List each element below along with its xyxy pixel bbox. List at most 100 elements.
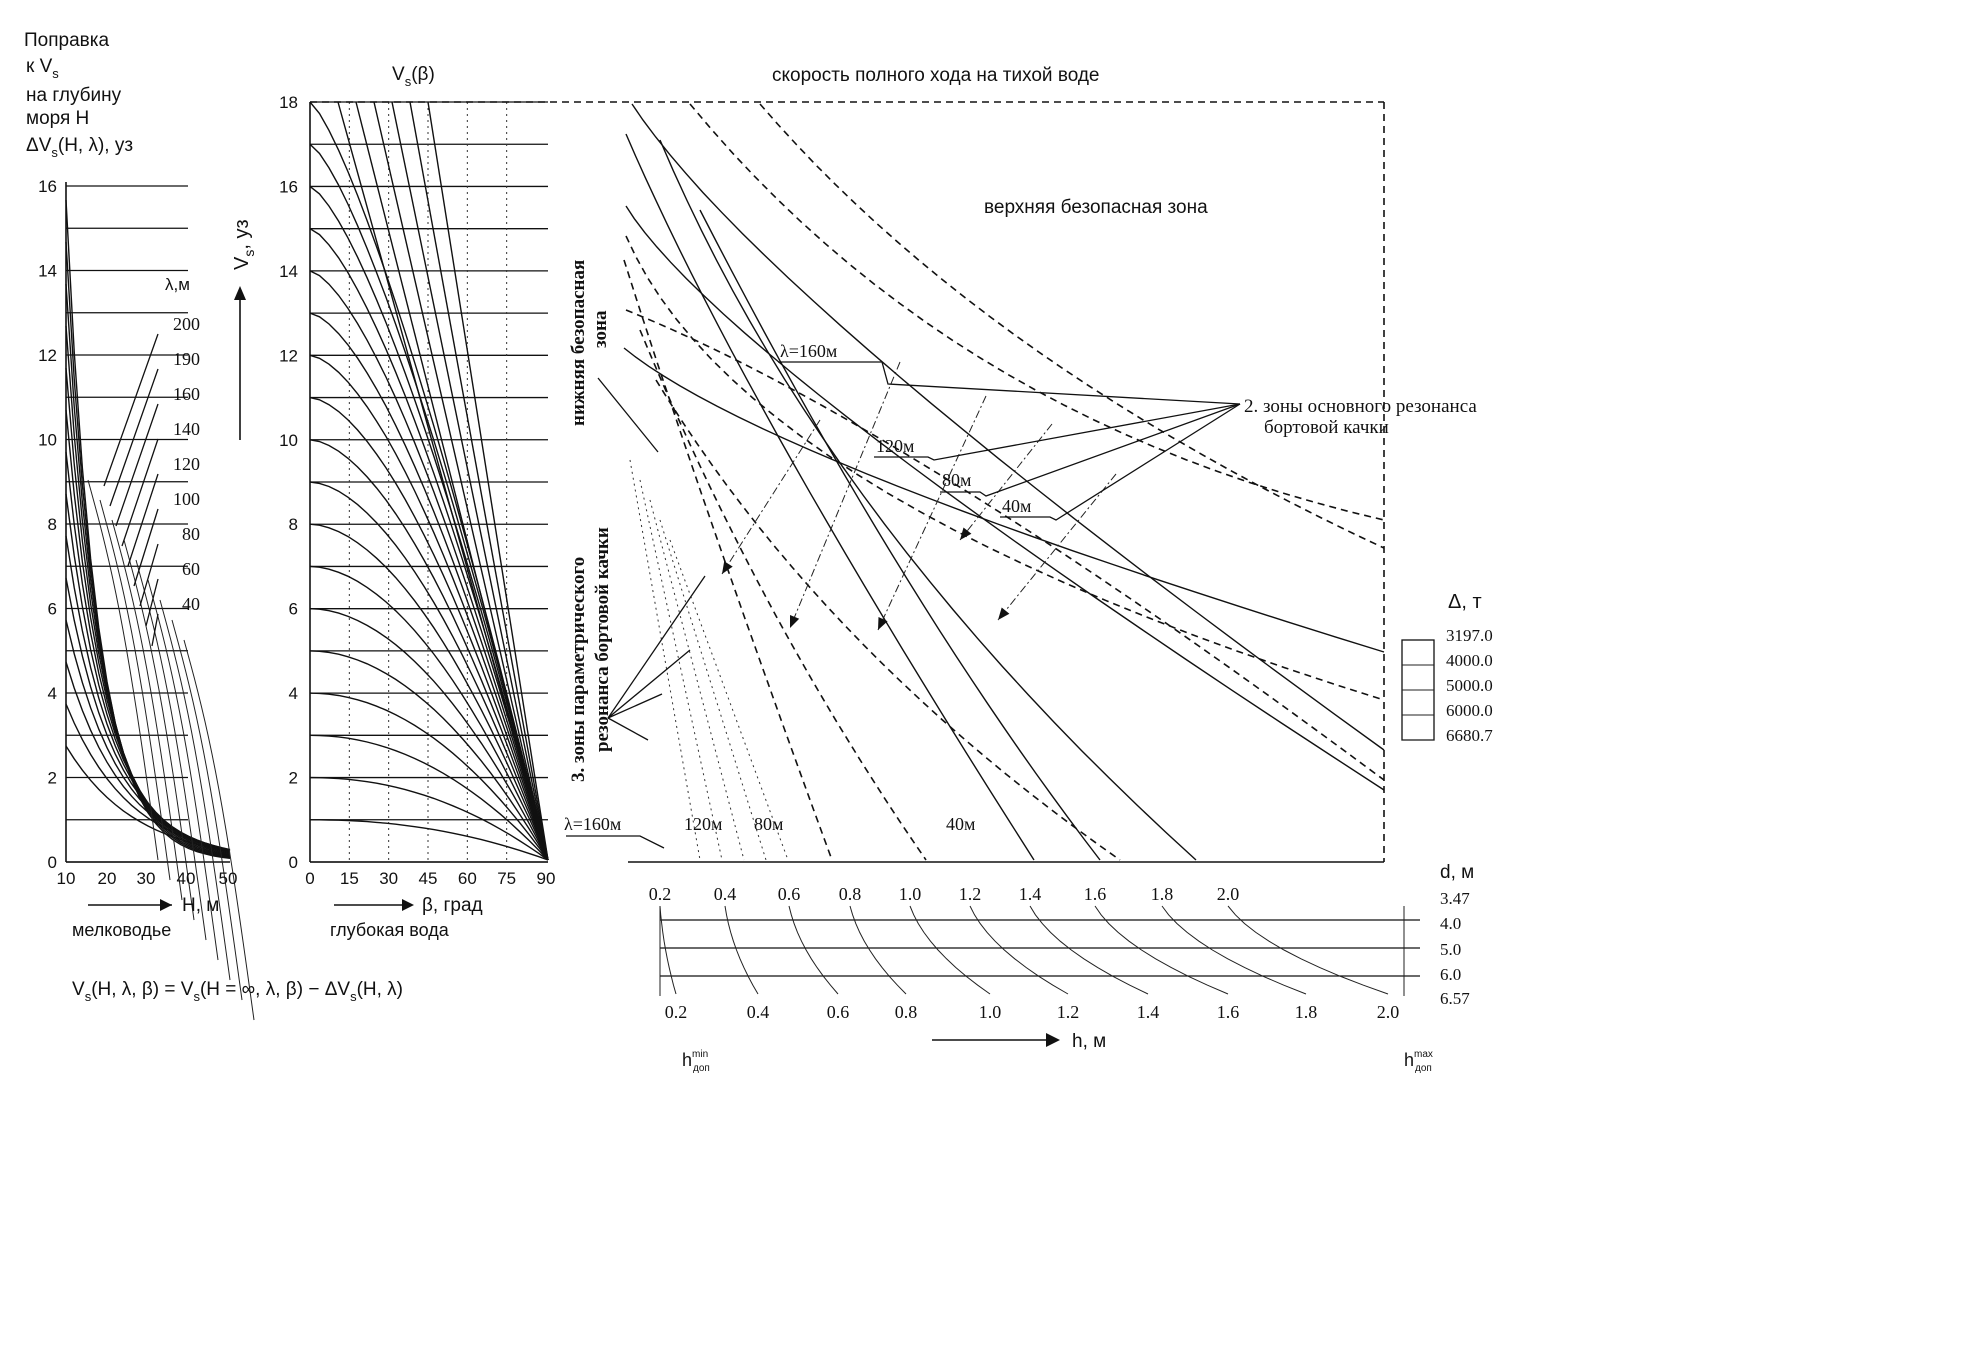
lambda-leader-40 — [151, 613, 159, 647]
wave-top-tick-7: 1.6 — [1084, 884, 1107, 904]
dashdot-arrow-0 — [721, 419, 821, 575]
heading-y-tick-8: 8 — [289, 515, 298, 534]
dashdot-arrowhead-3 — [960, 527, 972, 540]
depth-cross-curve-2 — [111, 519, 183, 901]
depth-y-tick-labels: 0 2 4 6 8 10 12 14 16 — [38, 177, 57, 872]
dashdot-arrow-3 — [959, 423, 1053, 541]
heading-curve-14 — [309, 270, 549, 861]
wave-top-tick-5: 1.2 — [959, 884, 982, 904]
solid-curve-3 — [623, 347, 1385, 653]
depth-y-tick-6: 6 — [48, 600, 57, 619]
dotted-guide-0 — [629, 459, 701, 861]
depth-x-tick-30: 30 — [137, 869, 156, 888]
vs-beta-label: Vs(β) — [392, 64, 435, 89]
parametric-zone-label-1: 3. зоны параметрического — [568, 557, 589, 782]
bottom-lambda-160-leader — [566, 835, 665, 849]
heading-x-tick-45: 45 — [419, 869, 438, 888]
heading-curve-13 — [309, 312, 549, 861]
lambda-label-160: 160 — [173, 384, 200, 404]
heading-curve-6 — [309, 608, 549, 861]
depth-curve-12 — [65, 703, 231, 851]
depth-y-tick-12: 12 — [38, 346, 57, 365]
upper-safe-zone-label: верхняя безопасная зона — [984, 197, 1208, 218]
lambda-leader-140 — [121, 438, 159, 547]
main-lambda-80: 80м — [942, 470, 971, 490]
heading-x-tick-75: 75 — [497, 869, 516, 888]
heading-x-tick-15: 15 — [340, 869, 359, 888]
lambda-label-200: 200 — [173, 314, 200, 334]
depth-title-line-2: к Vs — [26, 56, 59, 81]
h-max-label: hmax — [1404, 1049, 1433, 1070]
parametric-zone-label-2: резонанса бортовой качки — [592, 527, 613, 752]
wave-bottom-tick-9: 2.0 — [1377, 1002, 1400, 1022]
draft-value-4: 6.57 — [1440, 989, 1470, 1008]
depth-correction-curves — [65, 199, 255, 1021]
draft-value-0: 3.47 — [1440, 889, 1470, 908]
wave-bottom-tick-8: 1.8 — [1295, 1002, 1318, 1022]
vs-axis-label: Vs, уз — [231, 219, 257, 270]
wave-transfer-curve-4 — [909, 905, 991, 995]
bottom-lambda-80: 80м — [754, 814, 783, 834]
heading-y-tick-16: 16 — [279, 177, 298, 196]
main-resonance-label-2: бортовой качки — [1264, 417, 1389, 438]
wave-transfer-curve-8 — [1161, 905, 1307, 995]
h-max-sub: доп — [1415, 1063, 1432, 1074]
heading-grid-lines — [310, 101, 548, 863]
bottom-lambda-40: 40м — [946, 814, 975, 834]
heading-curve-9 — [309, 481, 549, 861]
heading-curve-2 — [309, 776, 549, 861]
depth-curve-6 — [65, 451, 231, 855]
heading-curve-15 — [309, 228, 549, 861]
lambda-leader-120 — [127, 473, 159, 567]
depth-x-arrowhead — [160, 899, 172, 911]
heading-y-tick-labels: 0 2 4 6 8 10 12 14 16 18 — [279, 93, 298, 872]
wave-bottom-tick-1: 0.4 — [747, 1002, 770, 1022]
depth-region-label: мелководье — [72, 920, 171, 940]
draft-header: d, м — [1440, 862, 1474, 883]
heading-fan-line-0 — [337, 101, 549, 861]
wave-top-tick-0: 0.2 — [649, 884, 672, 904]
displacement-header: Δ, т — [1448, 591, 1482, 613]
dashdot-arrowhead-1 — [790, 615, 800, 628]
wave-x-label: h, м — [1072, 1031, 1106, 1052]
dotted-guide-4 — [669, 539, 789, 861]
lambda-label-140: 140 — [173, 419, 200, 439]
heading-curve-3 — [309, 734, 549, 861]
solid-curve-4 — [625, 133, 1035, 861]
displacement-legend: 3197.0 4000.0 5000.0 6000.0 6680.7 — [1401, 626, 1493, 745]
main-dashed-curves — [623, 103, 1385, 861]
depth-x-tick-labels: 10 20 30 40 50 — [57, 869, 238, 888]
lambda-label-190: 190 — [173, 349, 200, 369]
depth-cross-curve-8 — [183, 639, 255, 1021]
dashed-curve-3 — [625, 309, 1385, 781]
heading-curve-12 — [309, 354, 549, 861]
depth-cross-curve-6 — [159, 599, 231, 981]
depth-title-line-4: моря Н — [26, 108, 89, 129]
dashdot-arrowhead-4 — [998, 607, 1010, 620]
wave-transfer-curve-2 — [788, 905, 839, 995]
dotted-guide-2 — [649, 499, 745, 861]
wave-x-arrowhead — [1046, 1033, 1060, 1047]
heading-curve-11 — [309, 396, 549, 861]
h-min-sub: доп — [693, 1063, 710, 1074]
lambda-leader-100 — [133, 508, 159, 587]
wave-transfer-curve-0 — [659, 905, 677, 995]
depth-curve-11 — [65, 661, 231, 851]
lambda-leader-200 — [103, 333, 159, 487]
heading-fan-line-3 — [391, 101, 549, 861]
wave-bottom-tick-7: 1.6 — [1217, 1002, 1240, 1022]
main-lambda-160: λ=160м — [780, 341, 837, 361]
lambda-header: λ,м — [165, 275, 190, 294]
vs-axis-arrowhead — [234, 286, 246, 300]
heading-y-tick-0: 0 — [289, 853, 298, 872]
heading-curve-7 — [309, 565, 549, 861]
heading-curve-18 — [309, 101, 549, 861]
depth-cross-curve-5 — [147, 579, 219, 961]
displacement-value-1: 4000.0 — [1446, 651, 1493, 670]
dotted-guide-1 — [639, 479, 723, 861]
heading-fan-line-2 — [373, 101, 549, 861]
dashed-curve-2 — [759, 103, 1385, 549]
depth-cross-curve-4 — [135, 559, 207, 941]
bottom-lambda-160: λ=160м — [564, 814, 621, 834]
depth-title-line-3: на глубину — [26, 85, 122, 106]
